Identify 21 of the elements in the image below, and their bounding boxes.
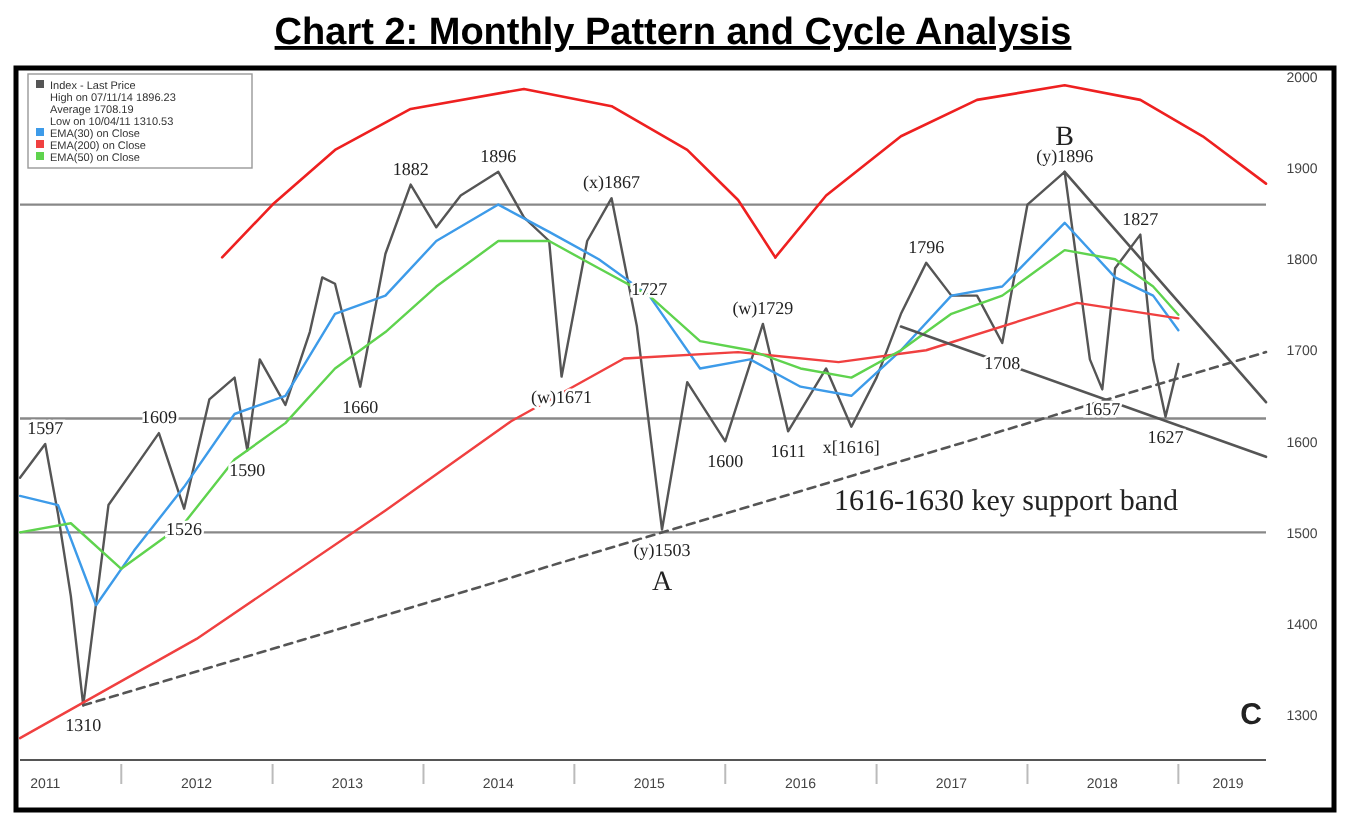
annotation: (w)1729	[732, 297, 795, 318]
annotation: (y)1503	[633, 539, 692, 560]
annotation: 1600	[707, 451, 745, 472]
annotation: (x)1867	[583, 172, 642, 193]
annotation: 1796	[908, 236, 946, 257]
annotation: 1882	[392, 158, 429, 179]
annotation: 1627	[1147, 426, 1185, 447]
annotation: 1597	[27, 418, 65, 439]
annotation: 1896	[480, 145, 518, 166]
annotation: C	[1240, 698, 1263, 732]
annotation: 1660	[342, 396, 380, 417]
annotation: 1609	[140, 407, 178, 428]
annotation: 1590	[229, 460, 267, 481]
annotation: 1827	[1122, 208, 1160, 229]
annotation: A	[651, 567, 674, 598]
annotation: x[1616]	[822, 436, 880, 457]
annotation: 1616-1630 key support band	[833, 486, 1180, 518]
annotation: (y)1896	[1036, 145, 1095, 166]
annotation: 1611	[770, 441, 806, 462]
chart-title: Chart 2: Monthly Pattern and Cycle Analysis	[274, 12, 1072, 54]
annotation: 1310	[65, 715, 103, 736]
